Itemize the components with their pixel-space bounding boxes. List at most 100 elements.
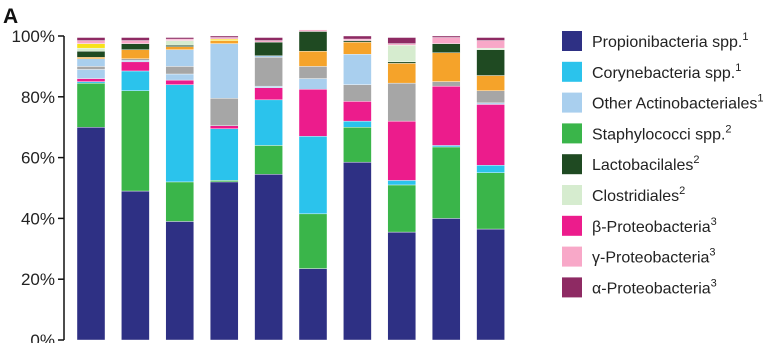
- bar-segment: [121, 40, 150, 44]
- bar-segment: [121, 61, 150, 72]
- bar-segment: [298, 213, 328, 269]
- bar-segment: [76, 69, 106, 79]
- bar-segment: [209, 128, 239, 181]
- legend-item: Other Actinobacteriales1: [562, 92, 764, 113]
- legend-item: Corynebacteria spp.1: [562, 61, 741, 82]
- legend: Propionibacteria spp.1 Corynebacteria spp…: [562, 31, 764, 298]
- bar-segment: [76, 66, 106, 70]
- y-tick-label: 100%: [12, 27, 55, 46]
- bar-segment: [209, 98, 239, 126]
- bar-segment: [387, 43, 416, 46]
- bar-segment: [209, 35, 239, 38]
- legend-label: Other Actinobacteriales1: [592, 93, 764, 113]
- bar-segment: [76, 37, 106, 41]
- bar-segment: [254, 55, 283, 58]
- bar-segment: [343, 101, 372, 122]
- bar-segment: [298, 78, 328, 90]
- bar-segment: [298, 29, 328, 32]
- bar-segment: [121, 43, 150, 50]
- bar-segment: [432, 85, 461, 146]
- bar-segment: [298, 136, 328, 215]
- bar-segment: [165, 221, 195, 341]
- bar-segment: [343, 84, 372, 102]
- bar-stack: [387, 37, 416, 341]
- bar-segment: [343, 126, 372, 163]
- bar-segment: [121, 190, 150, 341]
- legend-label: Clostridiales2: [592, 185, 685, 205]
- bar-segment: [387, 231, 416, 341]
- bar-stack: [76, 37, 106, 341]
- bar-segment: [165, 49, 195, 67]
- bar-segment: [476, 75, 505, 91]
- legend-item: Staphylococci spp.2: [562, 123, 732, 144]
- bar-segment: [432, 37, 461, 44]
- bar-segment: [254, 85, 283, 88]
- y-axis: 0% 20% 40% 60% 80% 100%: [12, 27, 65, 343]
- legend-label: α-Proteobacteria3: [592, 277, 717, 297]
- bar-segment: [432, 81, 461, 87]
- bar-segment: [165, 181, 195, 222]
- bar-segment: [76, 43, 106, 49]
- bar-segment: [121, 70, 150, 91]
- bar-segment: [343, 35, 372, 40]
- bar-segment: [298, 88, 328, 137]
- bar-stack: [432, 35, 461, 341]
- bar-segment: [476, 40, 505, 49]
- bar-segment: [165, 37, 195, 40]
- legend-swatch: [562, 277, 582, 298]
- legend-swatch: [562, 215, 582, 236]
- bar-segment: [476, 164, 505, 173]
- bar-stack: [254, 37, 283, 341]
- bar-segment: [343, 41, 372, 55]
- bar-segment: [165, 79, 195, 85]
- legend-item: Lactobacilales2: [562, 154, 700, 175]
- bar-segment: [387, 180, 416, 186]
- bar-segment: [254, 37, 283, 41]
- legend-item: Propionibacteria spp.1: [562, 31, 748, 51]
- bar-segment: [121, 60, 150, 63]
- bar-segment: [209, 180, 239, 183]
- legend-label: γ-Proteobacteria3: [592, 247, 716, 267]
- bar-segment: [121, 58, 150, 61]
- legend-swatch: [562, 123, 582, 144]
- legend-swatch: [562, 185, 582, 205]
- y-tick-label: 0%: [30, 331, 55, 343]
- bar-segment: [387, 37, 416, 44]
- bar-segment: [76, 81, 106, 84]
- bar-segment: [298, 51, 328, 67]
- legend-label: Propionibacteria spp.1: [592, 31, 748, 51]
- bar-segment: [254, 174, 283, 341]
- bar-segment: [298, 268, 328, 341]
- bar-segment: [343, 161, 372, 341]
- bar-segment: [165, 73, 195, 81]
- legend-swatch: [562, 92, 582, 113]
- bar-segment: [476, 104, 505, 166]
- legend-swatch: [562, 61, 582, 82]
- legend-swatch: [562, 31, 582, 51]
- bar-segment: [209, 181, 239, 341]
- bar-segment: [165, 40, 195, 46]
- bar-segment: [476, 90, 505, 104]
- bar-segment: [476, 172, 505, 230]
- bar-segment: [165, 44, 195, 47]
- bar-segment: [209, 38, 239, 41]
- bar-segment: [76, 57, 106, 59]
- bar-segment: [165, 66, 195, 75]
- bar-segment: [121, 90, 150, 192]
- bar-segment: [387, 61, 416, 64]
- bar-stack: [165, 37, 195, 341]
- bar-segment: [343, 54, 372, 85]
- y-tick-label: 20%: [21, 270, 55, 289]
- legend-label: β-Proteobacteria3: [592, 216, 717, 236]
- bar-segment: [209, 37, 239, 40]
- bar-segment: [254, 41, 283, 56]
- bar-segment: [209, 40, 239, 44]
- bar-stack: [298, 29, 328, 341]
- bar-segment: [76, 58, 106, 67]
- legend-item: β-Proteobacteria3: [562, 215, 717, 236]
- bar-segment: [165, 46, 195, 50]
- bar-segment: [165, 84, 195, 183]
- legend-swatch: [562, 246, 582, 267]
- bar-segment: [254, 87, 283, 101]
